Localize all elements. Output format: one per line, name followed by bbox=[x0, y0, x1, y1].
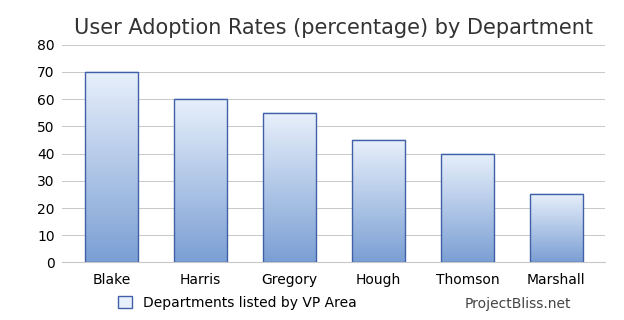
Legend: Departments listed by VP Area: Departments listed by VP Area bbox=[118, 296, 356, 310]
Bar bbox=[85, 72, 138, 262]
Title: User Adoption Rates (percentage) by Department: User Adoption Rates (percentage) by Depa… bbox=[74, 18, 593, 38]
Bar bbox=[530, 194, 583, 262]
Text: ProjectBliss.net: ProjectBliss.net bbox=[465, 297, 571, 311]
Bar bbox=[441, 154, 494, 262]
Bar bbox=[263, 113, 316, 262]
Bar bbox=[173, 99, 227, 262]
Bar bbox=[352, 140, 405, 262]
